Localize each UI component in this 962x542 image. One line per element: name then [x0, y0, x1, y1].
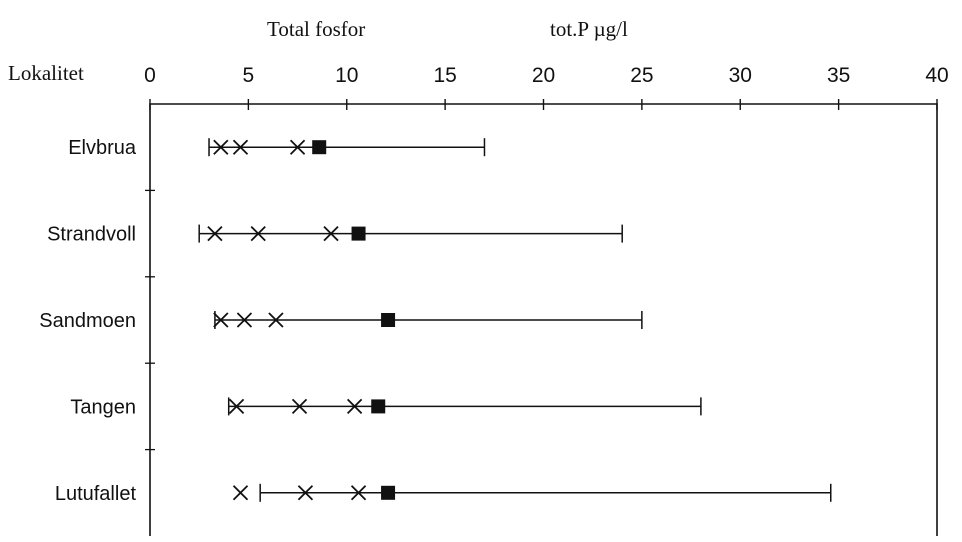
category-label: Tangen	[70, 396, 136, 418]
x-marker	[236, 312, 253, 328]
y-axis-title: Lokalitet	[8, 61, 84, 85]
x-marker	[346, 398, 363, 415]
category-label: Elvbrua	[68, 137, 137, 159]
mean-marker	[381, 485, 396, 500]
mean-marker	[351, 226, 366, 241]
x-tick-label: 0	[144, 64, 156, 87]
category-label: Strandvoll	[47, 224, 136, 246]
x-marker	[268, 312, 284, 328]
x-marker	[213, 312, 229, 328]
mean-marker	[381, 313, 396, 327]
x-marker	[350, 485, 367, 501]
x-marker	[250, 225, 266, 242]
x-marker	[232, 139, 249, 155]
x-marker	[207, 225, 223, 242]
unit-label: tot.P µg/l	[550, 17, 628, 41]
mean-marker	[312, 140, 327, 155]
x-marker	[297, 485, 314, 501]
x-tick-label: 10	[335, 64, 358, 87]
category-label: Sandmoen	[39, 310, 136, 332]
x-marker	[228, 398, 245, 415]
x-tick-label: 20	[532, 64, 555, 87]
x-marker	[213, 139, 229, 155]
x-marker	[323, 225, 339, 242]
chart-title: Total fosfor	[267, 17, 365, 41]
category-label: Lutufallet	[55, 483, 137, 505]
x-tick-label: 30	[729, 64, 752, 87]
x-tick-label: 35	[827, 64, 850, 87]
x-tick-label: 25	[630, 64, 653, 87]
x-marker	[232, 485, 249, 501]
x-marker	[289, 139, 306, 155]
mean-marker	[371, 399, 386, 414]
x-marker	[291, 398, 308, 415]
x-tick-label: 5	[243, 64, 255, 87]
x-tick-label: 15	[433, 64, 456, 87]
x-tick-label: 40	[925, 64, 948, 87]
